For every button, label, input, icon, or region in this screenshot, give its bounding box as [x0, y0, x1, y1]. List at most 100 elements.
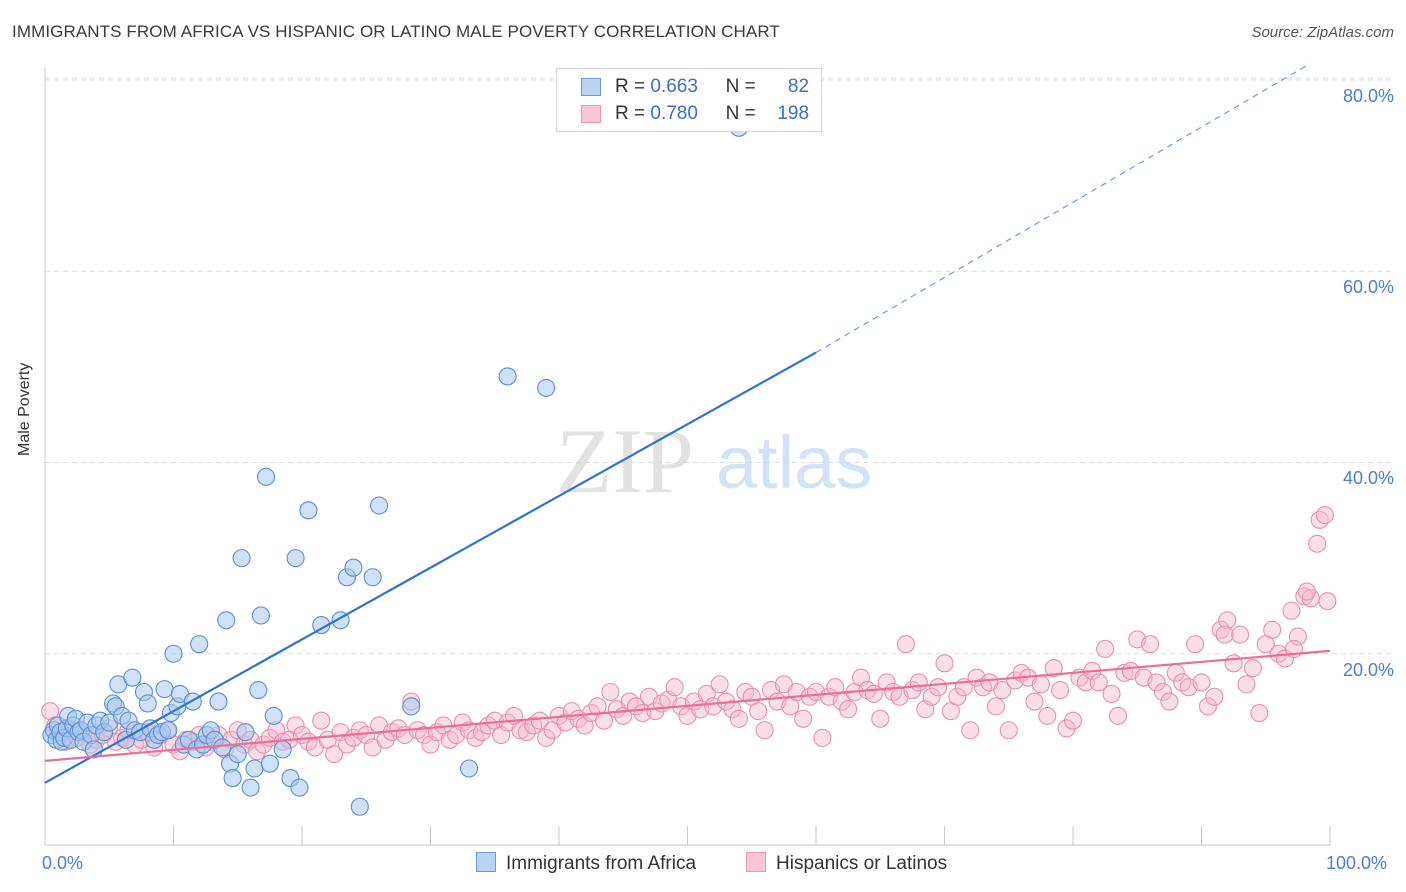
data-point-hispanics: [986, 697, 1005, 716]
data-point-africa: [249, 681, 268, 700]
data-point-hispanics: [877, 673, 896, 692]
data-point-hispanics: [1186, 635, 1205, 654]
r-value: 0.780: [650, 103, 698, 124]
data-point-hispanics: [871, 709, 890, 728]
chart-title: IMMIGRANTS FROM AFRICA VS HISPANIC OR LA…: [12, 22, 780, 41]
data-point-hispanics: [530, 711, 549, 730]
data-point-hispanics: [1153, 682, 1172, 702]
data-point-africa: [209, 692, 228, 711]
data-point-hispanics: [1243, 659, 1262, 678]
grid-lines: [45, 77, 1395, 655]
n-label: N =: [725, 103, 756, 124]
n-label: N =: [725, 76, 756, 97]
data-point-africa: [159, 721, 178, 740]
data-point-hispanics: [1057, 719, 1076, 738]
data-point-hispanics: [999, 721, 1018, 740]
data-point-hispanics: [1051, 681, 1070, 700]
data-point-hispanics: [1108, 706, 1128, 725]
series-legend: Immigrants from Africa Hispanics or Lati…: [0, 852, 1406, 878]
data-point-africa: [217, 611, 236, 630]
data-point-hispanics: [755, 721, 774, 740]
data-point-hispanics: [794, 709, 813, 728]
data-point-hispanics: [1076, 673, 1095, 692]
series-africa-points: [42, 118, 748, 816]
data-point-hispanics: [723, 700, 742, 719]
data-point-hispanics: [453, 713, 472, 732]
data-point-hispanics: [813, 728, 832, 747]
data-point-hispanics: [729, 709, 748, 728]
axes: [44, 68, 1331, 846]
data-point-hispanics: [1198, 697, 1217, 716]
data-point-hispanics: [1308, 534, 1327, 553]
y-axis-label: Male Poverty: [16, 362, 33, 456]
r-label: R =: [615, 103, 646, 124]
legend-swatch-pink: [746, 852, 766, 872]
data-point-hispanics: [1141, 635, 1160, 654]
data-point-hispanics: [1250, 703, 1269, 723]
legend-item-africa[interactable]: Immigrants from Africa: [476, 852, 696, 875]
data-point-hispanics: [1147, 673, 1166, 692]
data-point-hispanics: [896, 635, 916, 654]
data-point-africa: [138, 694, 157, 713]
data-point-hispanics: [1205, 687, 1224, 706]
trend-extension-africa: [815, 63, 1311, 354]
data-point-hispanics: [1224, 654, 1243, 673]
data-point-hispanics: [1038, 706, 1057, 725]
data-point-africa: [228, 745, 247, 764]
legend-swatch-blue: [581, 78, 601, 96]
data-point-hispanics: [1102, 684, 1121, 703]
data-point-africa: [344, 558, 363, 577]
watermark-atlas: atlas: [716, 421, 872, 504]
data-point-hispanics: [286, 716, 305, 735]
data-point-hispanics: [1318, 592, 1337, 611]
x-tick-label-max: 100.0%: [1326, 853, 1388, 873]
data-point-hispanics: [1310, 510, 1329, 529]
data-point-africa: [537, 378, 556, 397]
data-point-africa: [363, 568, 382, 587]
legend-item-hispanics[interactable]: Hispanics or Latinos: [746, 852, 947, 875]
data-point-africa: [251, 606, 270, 625]
data-point-hispanics: [749, 702, 768, 721]
data-point-africa: [286, 549, 305, 568]
data-point-africa: [164, 644, 183, 663]
data-point-hispanics: [665, 678, 684, 697]
data-point-hispanics: [41, 702, 60, 721]
data-point-africa: [273, 740, 292, 759]
data-point-hispanics: [1089, 673, 1108, 692]
watermark-zip: ZIP: [556, 410, 694, 512]
series-hispanics-points: [41, 506, 1337, 764]
data-point-hispanics: [1063, 711, 1083, 730]
legend-swatch-blue: [476, 852, 496, 872]
data-point-hispanics: [537, 728, 556, 747]
n-value: 198: [777, 103, 810, 124]
data-point-hispanics: [1160, 692, 1179, 711]
data-point-hispanics: [1215, 625, 1234, 644]
data-point-hispanics: [710, 675, 729, 694]
correlation-legend: R = 0.663 N = 82 R = 0.780 N = 198: [556, 68, 822, 132]
data-point-hispanics: [1025, 692, 1044, 711]
data-point-hispanics: [839, 700, 858, 719]
data-point-africa: [299, 501, 318, 520]
data-point-hispanics: [1218, 611, 1237, 630]
data-point-hispanics: [1044, 659, 1063, 678]
data-point-hispanics: [1231, 625, 1250, 644]
data-point-africa: [232, 549, 251, 568]
data-point-hispanics: [1096, 639, 1115, 659]
data-point-hispanics: [1297, 582, 1316, 601]
data-point-hispanics: [517, 723, 536, 742]
data-point-africa: [155, 680, 174, 699]
data-point-hispanics: [1295, 587, 1314, 606]
data-point-hispanics: [601, 682, 620, 702]
x-tick-label-min: 0.0%: [42, 853, 84, 873]
data-point-hispanics: [1192, 673, 1211, 692]
y-tick-label: 60.0%: [1342, 277, 1394, 297]
data-point-africa: [236, 723, 255, 742]
source-label: Source: ZipAtlas.com: [1251, 24, 1394, 41]
legend-label-hispanics: Hispanics or Latinos: [776, 853, 948, 874]
data-point-hispanics: [1282, 601, 1301, 620]
y-tick-label: 20.0%: [1342, 660, 1394, 680]
data-point-hispanics: [254, 735, 273, 754]
data-point-hispanics: [948, 687, 967, 706]
data-point-africa: [223, 769, 242, 788]
